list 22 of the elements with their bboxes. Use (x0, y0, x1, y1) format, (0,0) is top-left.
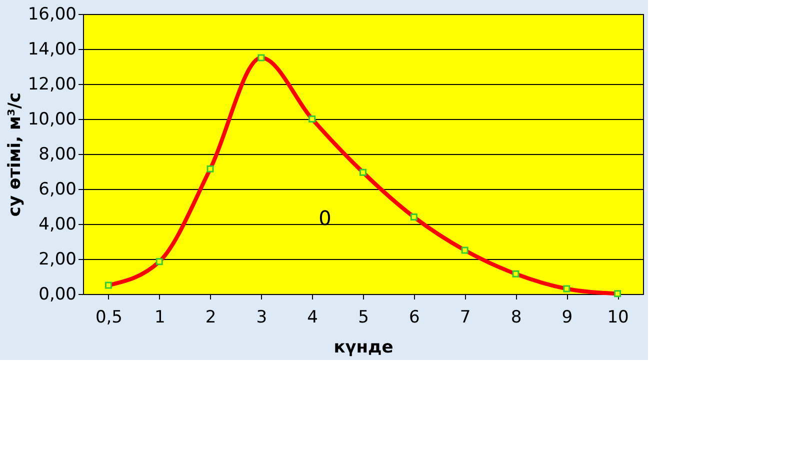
x-tick-label: 3 (256, 308, 268, 328)
y-tick-label: 4,00 (38, 214, 76, 234)
x-tick-label: 4 (307, 308, 318, 328)
x-tick-label: 0,5 (95, 308, 122, 328)
x-tick-label: 9 (562, 308, 573, 328)
y-tick-label: 10,00 (28, 110, 76, 130)
y-tick-label: 12,00 (28, 74, 76, 94)
y-tick-label: 8,00 (38, 144, 76, 164)
x-tick-label: 8 (510, 308, 522, 328)
y-tick-label: 6,00 (38, 180, 76, 200)
y-tick-label: 0,00 (38, 284, 76, 304)
x-tick-label: 5 (358, 308, 369, 328)
y-tick-label: 2,00 (38, 250, 76, 270)
y-tick-label: 16,00 (28, 4, 76, 24)
x-tick-label: 7 (460, 308, 471, 328)
x-tick-label: 10 (607, 308, 629, 328)
x-axis-title: күнде (334, 338, 394, 358)
x-tick-label: 1 (154, 308, 166, 328)
y-tick-label: 14,00 (28, 40, 76, 60)
y-axis-title: су өтімі, м³/с (4, 92, 25, 217)
x-tick-label: 2 (205, 308, 216, 328)
x-tick-label: 6 (408, 308, 420, 328)
